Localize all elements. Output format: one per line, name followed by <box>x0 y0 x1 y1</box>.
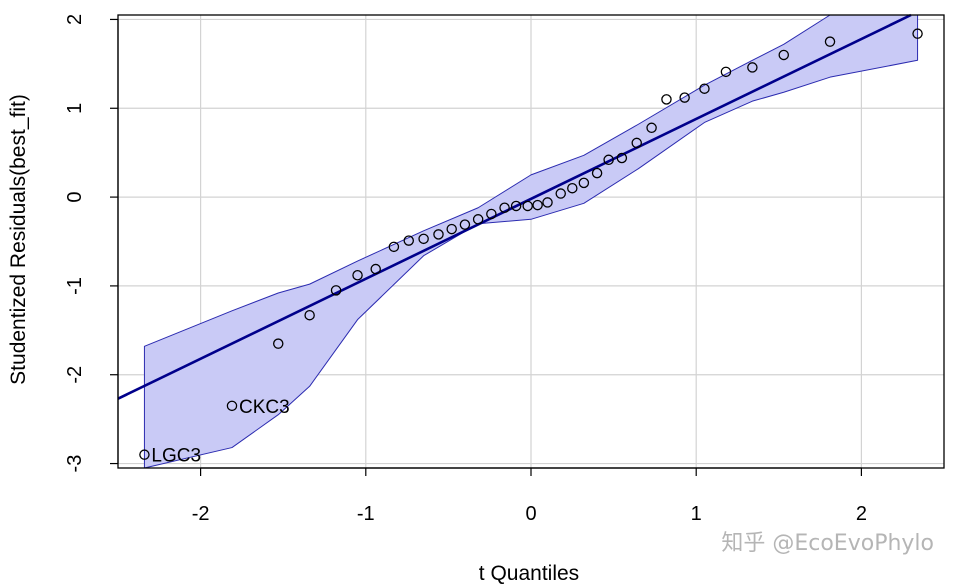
data-point <box>603 154 614 166</box>
y-axis: -3 -2 -1 0 1 2 <box>64 14 119 473</box>
y-tick-label: 1 <box>64 103 86 114</box>
data-point <box>661 94 672 105</box>
y-axis-title: Studentized Residuals(best_fit) <box>7 94 30 385</box>
x-tick-label: -1 <box>357 503 375 525</box>
data-point <box>747 62 758 73</box>
data-point <box>352 270 363 281</box>
x-tick-label: 1 <box>691 503 702 525</box>
data-points <box>139 28 923 460</box>
data-point <box>459 219 471 230</box>
x-axis-title: t Quantiles <box>479 562 579 585</box>
y-tick-label: -2 <box>64 366 86 384</box>
data-point <box>591 167 603 179</box>
data-point <box>532 199 543 211</box>
data-point <box>699 83 710 94</box>
data-point <box>542 197 553 208</box>
data-point <box>472 214 484 225</box>
data-point <box>370 263 381 275</box>
watermark: 知乎 @EcoEvoPhylo <box>721 531 934 556</box>
data-point <box>646 122 657 134</box>
point-label: CKC3 <box>239 397 290 418</box>
y-tick-label: -3 <box>64 455 86 473</box>
data-point <box>631 137 642 149</box>
data-point <box>330 285 342 296</box>
y-tick-label: -1 <box>64 277 86 295</box>
data-point <box>433 229 444 240</box>
data-point <box>555 188 566 199</box>
point-label: LGC3 <box>151 446 201 467</box>
data-point <box>486 208 497 220</box>
x-axis: -2 -1 0 1 2 <box>192 467 867 525</box>
data-point <box>578 177 590 189</box>
data-point <box>446 223 457 235</box>
data-point <box>912 28 923 39</box>
data-point <box>567 182 578 194</box>
data-point <box>824 36 836 47</box>
confidence-band <box>143 14 919 469</box>
data-point <box>139 449 150 460</box>
data-point <box>272 338 284 349</box>
data-point <box>418 233 429 245</box>
y-tick-label: 2 <box>64 14 86 25</box>
confidence-band-area <box>143 14 919 469</box>
data-point <box>403 235 415 246</box>
data-point <box>778 49 790 61</box>
x-tick-label: 2 <box>856 503 867 525</box>
data-point <box>510 200 522 212</box>
point-labels: LGC3 CKC3 <box>151 397 289 467</box>
data-point <box>679 92 690 103</box>
data-point <box>720 66 732 78</box>
y-tick-label: 0 <box>64 192 86 203</box>
reference-line <box>117 13 912 400</box>
data-point <box>304 309 315 321</box>
data-point <box>499 202 510 213</box>
data-point <box>522 200 533 212</box>
data-point <box>226 400 238 412</box>
data-point <box>388 241 400 253</box>
x-tick-label: 0 <box>525 503 536 525</box>
qq-reference-line <box>117 13 912 400</box>
data-point <box>616 152 628 164</box>
x-tick-label: -2 <box>192 503 210 525</box>
